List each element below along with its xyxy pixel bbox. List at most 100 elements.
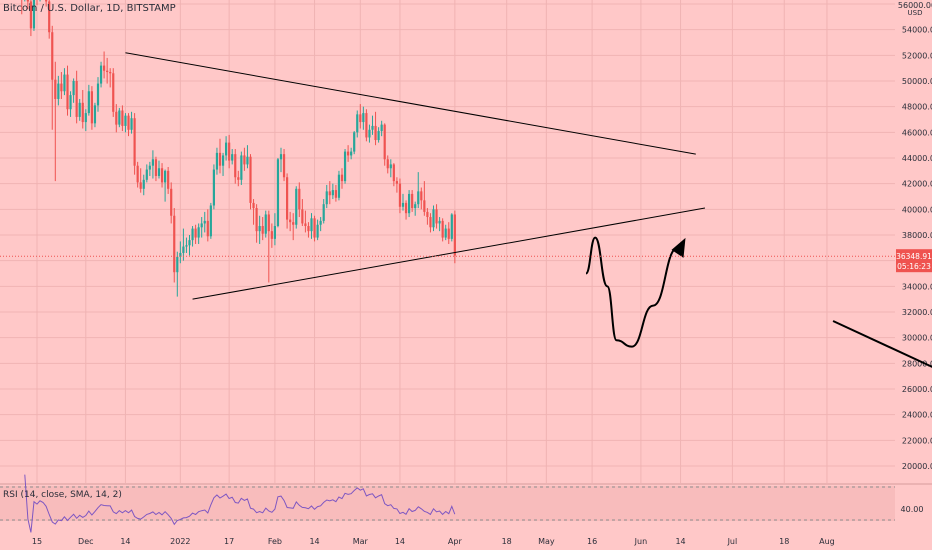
- x-tick-label: 2022: [170, 537, 190, 546]
- x-tick-label: 14: [309, 537, 319, 546]
- candle-body: [417, 191, 420, 205]
- y-tick-label: 42000.00: [902, 180, 932, 189]
- candle-body: [334, 190, 337, 198]
- candle-body: [139, 182, 142, 189]
- candle-body: [109, 72, 112, 74]
- candle-body: [450, 214, 453, 239]
- candle-body: [411, 193, 414, 209]
- candle-body: [66, 74, 69, 110]
- candle-body: [81, 102, 84, 123]
- candle-body: [243, 155, 246, 165]
- candle-body: [289, 219, 292, 223]
- candle-body: [295, 188, 298, 225]
- candle-body: [270, 231, 273, 239]
- candle-body: [347, 151, 350, 156]
- candle-body: [350, 151, 353, 156]
- candle-body: [124, 115, 127, 126]
- y-tick-label: 48000.00: [902, 103, 932, 112]
- candle-body: [206, 220, 209, 237]
- candle-body: [218, 152, 222, 166]
- candle-body: [383, 124, 386, 160]
- candle-body: [313, 218, 316, 238]
- y-tick-label: 52000.00: [902, 51, 932, 60]
- candle-body: [106, 70, 109, 73]
- candle-body: [423, 200, 426, 212]
- candle-body: [371, 125, 374, 130]
- y-tick-label: 54000.00: [902, 26, 932, 35]
- candle-body: [392, 164, 395, 182]
- candle-body: [136, 165, 139, 183]
- candle-body: [377, 131, 380, 141]
- candle-body: [234, 154, 237, 178]
- trendline-descending-resistance: [125, 52, 696, 155]
- x-tick-label: Aug: [819, 537, 835, 546]
- candle-body: [307, 226, 310, 232]
- candle-body: [319, 220, 322, 225]
- trendline-long-term-support: [832, 320, 932, 368]
- x-tick-label: Jul: [727, 537, 738, 546]
- candle-body: [453, 214, 456, 256]
- y-tick-label: 32000.00: [902, 308, 932, 317]
- candle-body: [359, 114, 362, 123]
- y-tick-label: 22000.00: [902, 436, 932, 445]
- candle-body: [389, 164, 392, 169]
- candle-body: [87, 91, 90, 114]
- candle-body: [212, 169, 215, 206]
- candle-body: [57, 83, 60, 99]
- candle-body: [279, 154, 283, 160]
- candle-body: [380, 124, 383, 132]
- candle-body: [197, 227, 200, 238]
- candle-body: [267, 214, 270, 232]
- candle-body: [194, 228, 197, 238]
- candle-body: [282, 154, 286, 178]
- candle-body: [408, 193, 411, 214]
- price-badge: [896, 249, 932, 273]
- y-tick-label: 26000.00: [902, 385, 932, 394]
- candle-body: [182, 246, 185, 253]
- candle-body: [444, 228, 447, 238]
- candle-body: [60, 83, 63, 92]
- rsi-label: RSI (14, close, SMA, 14, 2): [3, 490, 122, 500]
- candle-body: [258, 226, 261, 232]
- candle-body: [90, 91, 93, 124]
- x-tick-label: Feb: [268, 537, 282, 546]
- candle-body: [310, 218, 313, 232]
- candle-body: [252, 202, 255, 209]
- candle-body: [160, 168, 164, 183]
- candle-body: [435, 209, 438, 224]
- candle-body: [48, 1, 51, 33]
- candle-body: [127, 115, 130, 130]
- candle-body: [26, 0, 29, 2]
- x-tick-label: 16: [587, 537, 597, 546]
- candle-body: [78, 102, 81, 117]
- candle-body: [240, 155, 243, 180]
- candle-body: [398, 183, 402, 207]
- candle-body: [337, 174, 341, 198]
- candle-body: [69, 95, 72, 110]
- x-tick-label: 17: [224, 537, 234, 546]
- candle-body: [292, 222, 295, 225]
- x-tick-label: Jun: [634, 537, 648, 546]
- candle-body: [200, 223, 203, 228]
- candle-body: [331, 190, 334, 196]
- candle-body: [45, 0, 48, 2]
- candle-body: [261, 226, 264, 234]
- x-tick-label: Dec: [78, 537, 93, 546]
- candle-body: [231, 154, 234, 161]
- x-tick-label: 15: [32, 537, 42, 546]
- candle-body: [96, 83, 100, 106]
- candle-body: [121, 110, 124, 126]
- candle-body: [276, 159, 280, 227]
- candle-body: [426, 211, 429, 218]
- candle-body: [51, 32, 54, 80]
- candle-body: [441, 220, 444, 238]
- candle-body: [374, 125, 377, 141]
- candle-body: [130, 118, 133, 130]
- candle-body: [115, 111, 118, 125]
- candle-body: [103, 65, 106, 71]
- candle-body: [401, 202, 405, 207]
- candle-body: [438, 220, 441, 224]
